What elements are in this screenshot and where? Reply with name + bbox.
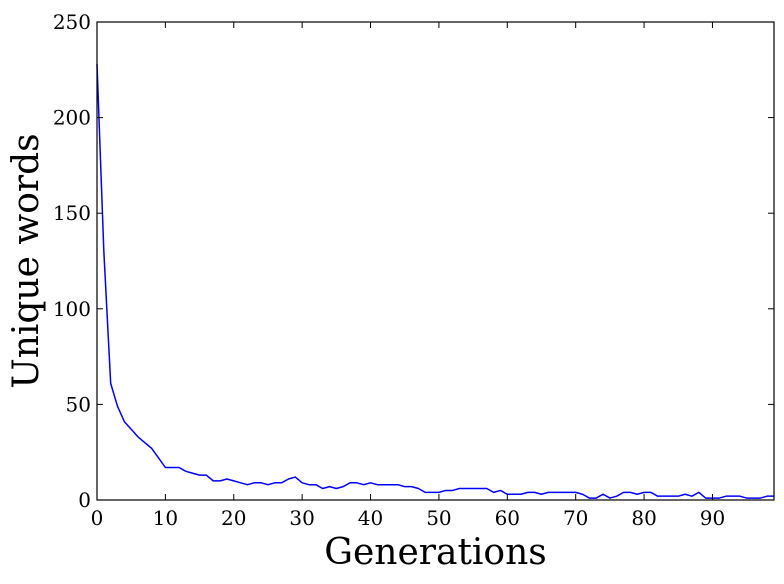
y-tick-label: 50: [66, 392, 91, 416]
x-tick-label: 60: [495, 506, 520, 530]
y-tick-label: 200: [53, 106, 91, 130]
x-tick-label: 90: [700, 506, 725, 530]
x-tick-label: 80: [631, 506, 656, 530]
x-tick-label: 70: [563, 506, 588, 530]
series-line-0: [96, 64, 774, 499]
y-tick-label: 0: [78, 488, 91, 512]
plot-frame: [96, 21, 775, 501]
x-tick-label: 40: [358, 506, 383, 530]
y-tick-label: 150: [53, 201, 91, 225]
y-tick-label: 100: [53, 297, 91, 321]
x-tick-label: 0: [91, 506, 104, 530]
y-axis-label: Unique words: [6, 133, 47, 388]
x-tick-label: 30: [289, 506, 314, 530]
x-axis-label: Generations: [324, 532, 547, 573]
x-tick-label: 20: [221, 506, 246, 530]
y-tick-label: 250: [53, 10, 91, 34]
x-tick-label: 50: [426, 506, 451, 530]
x-tick-label: 10: [153, 506, 178, 530]
